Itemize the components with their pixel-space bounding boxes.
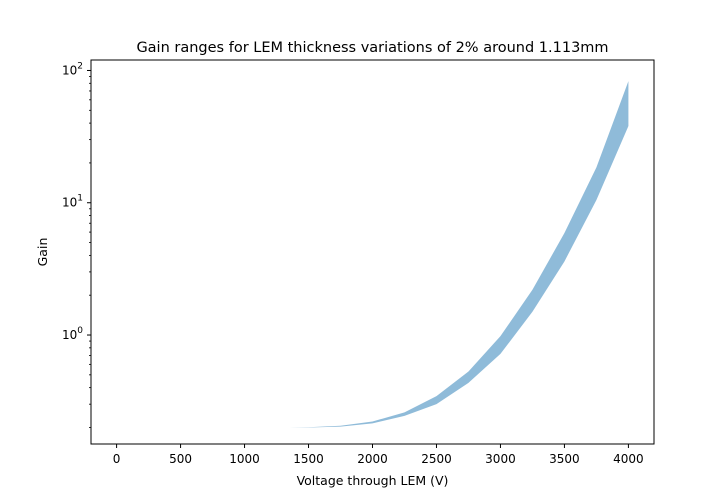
y-tick-label: 102 — [62, 61, 83, 77]
chart-title: Gain ranges for LEM thickness variations… — [136, 40, 608, 56]
y-tick-label: 100 — [62, 326, 83, 342]
axes: 0 500 1000 1500 2000 2500 3000 3500 4000 100 101 10… — [62, 59, 655, 466]
x-tick-label: 0 — [113, 452, 121, 466]
x-tick-label: 2500 — [421, 452, 452, 466]
x-tick-label: 1000 — [229, 452, 260, 466]
x-tick-label: 3000 — [485, 452, 516, 466]
x-tick-label: 4000 — [613, 452, 644, 466]
x-tick-label: 500 — [169, 452, 192, 466]
x-axis-label: Voltage through LEM (V) — [297, 473, 449, 488]
x-tick-label: 1500 — [293, 452, 324, 466]
plot-area — [289, 81, 629, 428]
x-tick-label: 2000 — [357, 452, 388, 466]
x-tick-label: 3500 — [549, 452, 580, 466]
gain-range-band-0 — [289, 81, 629, 428]
y-tick-label: 101 — [62, 194, 83, 210]
y-axis-label: Gain — [35, 238, 50, 267]
